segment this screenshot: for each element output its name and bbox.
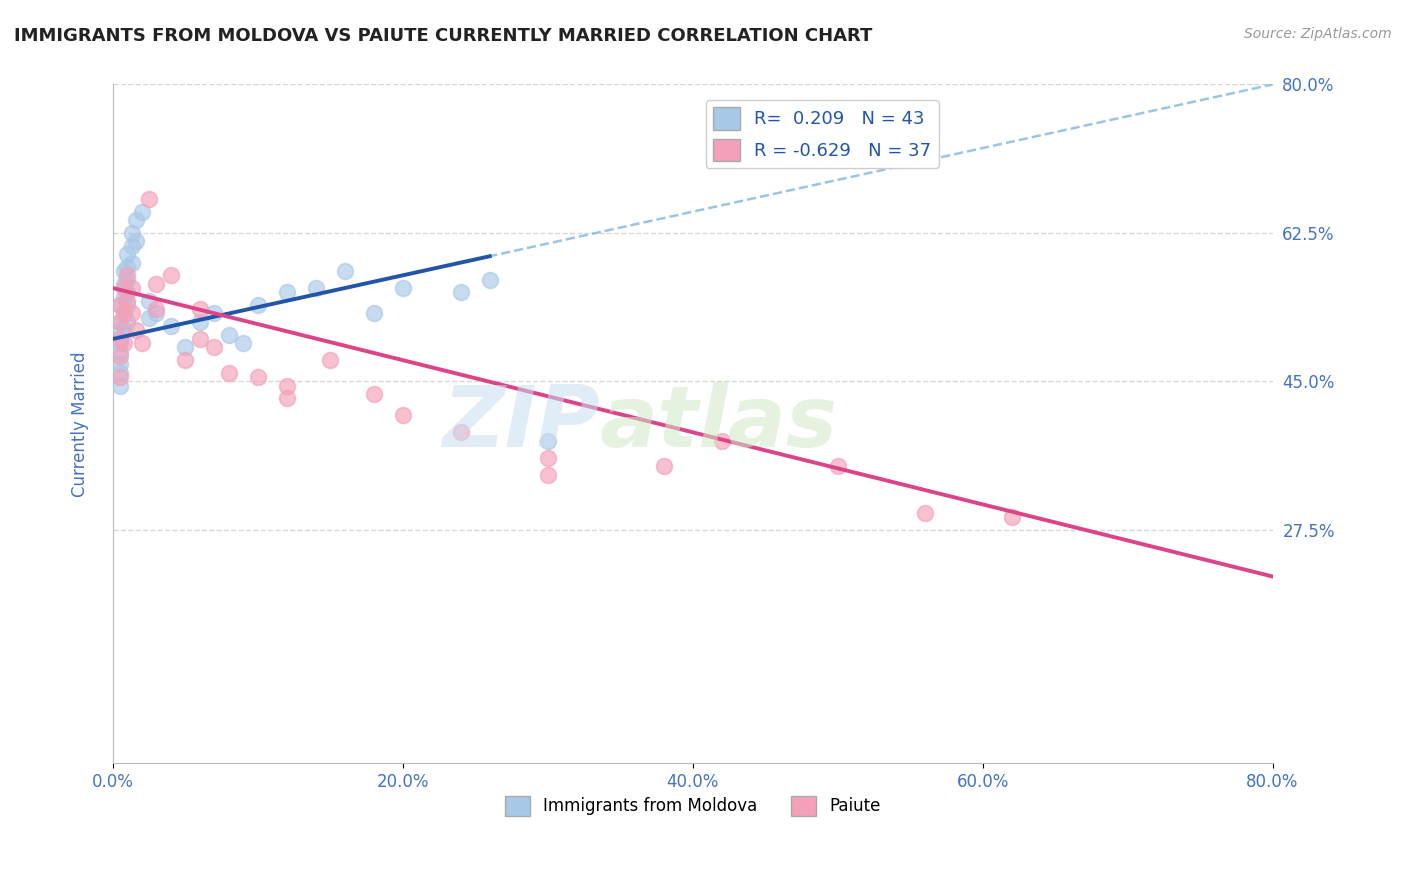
Point — [450, 425, 472, 440]
Point — [202, 306, 225, 320]
Point — [202, 340, 225, 354]
Point — [114, 289, 136, 303]
Point — [537, 450, 560, 465]
Point — [114, 306, 136, 320]
Point — [121, 238, 143, 252]
Point — [117, 260, 139, 274]
Point — [450, 285, 472, 300]
Point — [391, 409, 413, 423]
Point — [108, 349, 131, 363]
Point — [160, 268, 183, 283]
Point — [276, 392, 298, 406]
Point — [246, 298, 269, 312]
Point — [108, 344, 131, 359]
Text: atlas: atlas — [600, 383, 838, 466]
Point — [537, 434, 560, 448]
Point — [652, 459, 675, 474]
Point — [1000, 510, 1022, 524]
Point — [117, 285, 139, 300]
Point — [108, 378, 131, 392]
Point — [145, 306, 167, 320]
Legend: Immigrants from Moldova, Paiute: Immigrants from Moldova, Paiute — [498, 789, 887, 822]
Point — [117, 272, 139, 286]
Point — [333, 264, 356, 278]
Point — [108, 366, 131, 380]
Point — [710, 434, 733, 448]
Point — [117, 268, 139, 283]
Point — [363, 306, 385, 320]
Point — [478, 272, 501, 286]
Point — [114, 281, 136, 295]
Point — [121, 255, 143, 269]
Point — [188, 302, 211, 317]
Point — [108, 323, 131, 337]
Point — [276, 285, 298, 300]
Point — [108, 332, 131, 346]
Y-axis label: Currently Married: Currently Married — [72, 351, 89, 497]
Point — [117, 247, 139, 261]
Point — [121, 306, 143, 320]
Point — [218, 327, 240, 342]
Point — [117, 315, 139, 329]
Point — [138, 293, 160, 308]
Point — [108, 315, 131, 329]
Point — [363, 387, 385, 401]
Point — [246, 370, 269, 384]
Point — [108, 298, 131, 312]
Point — [121, 281, 143, 295]
Point — [391, 281, 413, 295]
Point — [108, 358, 131, 372]
Point — [138, 192, 160, 206]
Point — [121, 226, 143, 240]
Point — [131, 204, 153, 219]
Point — [232, 336, 254, 351]
Point — [117, 293, 139, 308]
Point — [914, 506, 936, 520]
Point — [114, 336, 136, 351]
Point — [108, 370, 131, 384]
Point — [174, 353, 197, 368]
Point — [125, 323, 148, 337]
Point — [114, 323, 136, 337]
Text: Source: ZipAtlas.com: Source: ZipAtlas.com — [1244, 27, 1392, 41]
Point — [188, 332, 211, 346]
Point — [138, 310, 160, 325]
Point — [305, 281, 328, 295]
Text: IMMIGRANTS FROM MOLDOVA VS PAIUTE CURRENTLY MARRIED CORRELATION CHART: IMMIGRANTS FROM MOLDOVA VS PAIUTE CURREN… — [14, 27, 873, 45]
Point — [108, 298, 131, 312]
Point — [174, 340, 197, 354]
Point — [114, 264, 136, 278]
Point — [125, 213, 148, 227]
Point — [114, 306, 136, 320]
Point — [125, 235, 148, 249]
Text: ZIP: ZIP — [443, 383, 600, 466]
Point — [188, 315, 211, 329]
Point — [108, 336, 131, 351]
Point — [160, 319, 183, 334]
Point — [827, 459, 849, 474]
Point — [117, 298, 139, 312]
Point — [108, 315, 131, 329]
Point — [145, 277, 167, 291]
Point — [537, 467, 560, 482]
Point — [218, 366, 240, 380]
Point — [319, 353, 342, 368]
Point — [276, 378, 298, 392]
Point — [145, 302, 167, 317]
Point — [114, 277, 136, 291]
Point — [131, 336, 153, 351]
